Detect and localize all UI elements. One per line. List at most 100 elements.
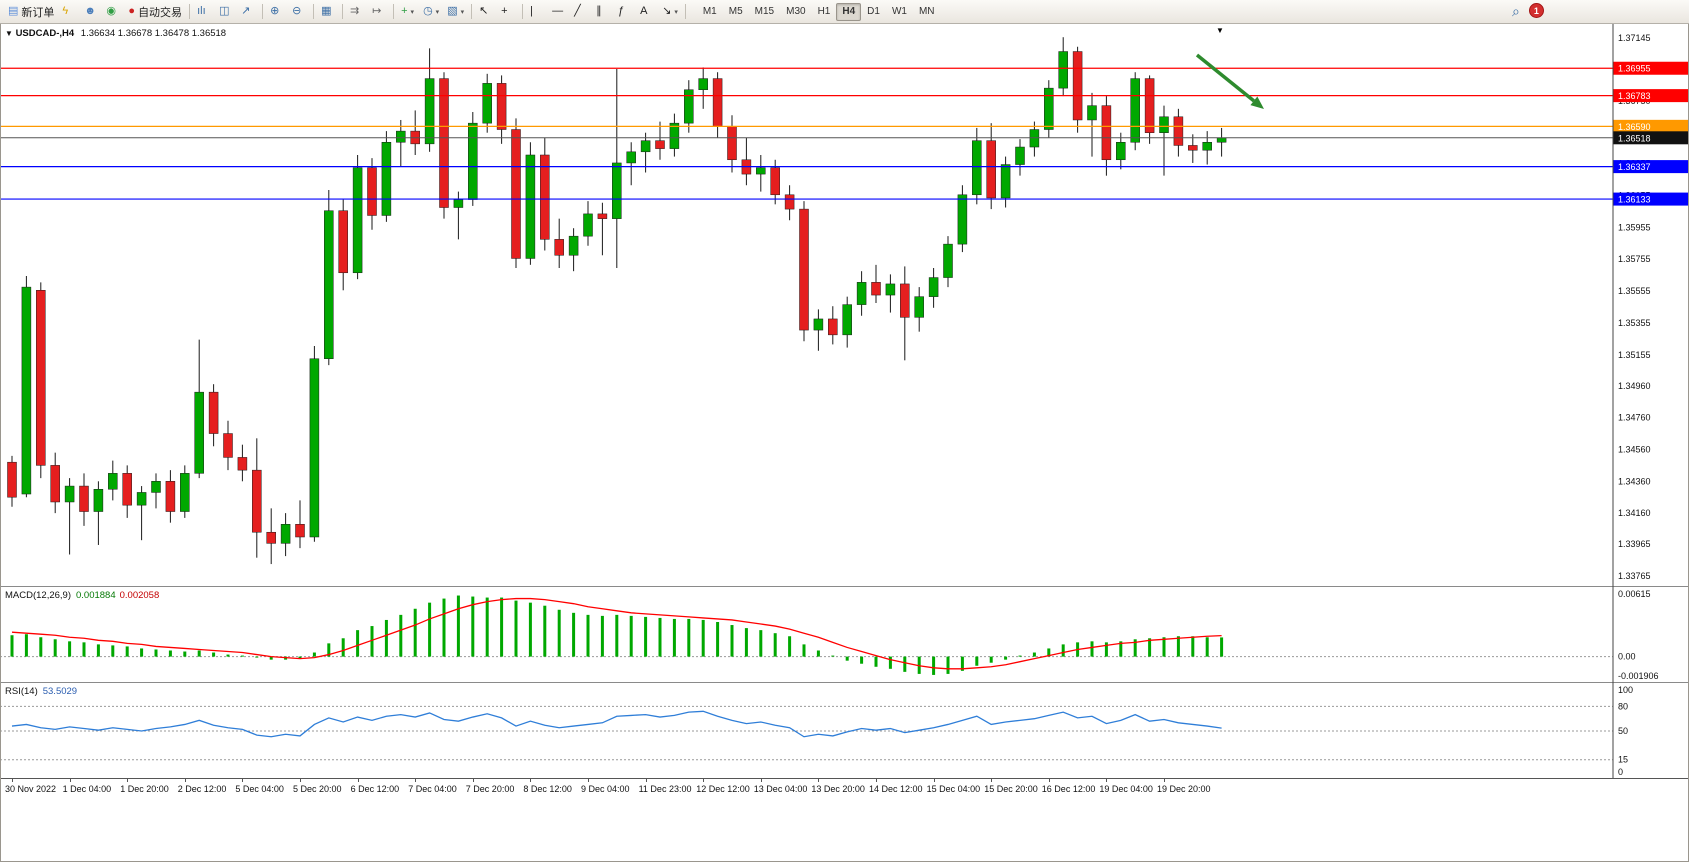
charts-quote-button[interactable]: ϟ — [58, 2, 80, 22]
candle-up — [568, 235, 579, 256]
svg-text:1.37145: 1.37145 — [1618, 33, 1651, 43]
candle-up — [943, 243, 953, 278]
svg-text:1.35955: 1.35955 — [1618, 222, 1651, 232]
new-chart-button[interactable]: + ▾ — [397, 2, 419, 22]
time-axis[interactable]: 30 Nov 2022 1 Dec 04:00 1 Dec 20:00 2 Dec 1… — [0, 778, 1689, 800]
text-tool-button[interactable]: A — [636, 2, 658, 22]
macd-histogram-bar — [399, 614, 403, 657]
cursor-button[interactable]: ↖ — [475, 2, 497, 22]
chart-shift-button[interactable]: ↦ — [368, 2, 390, 22]
templates-icon: ▧ — [447, 5, 458, 17]
toolbar-separator — [189, 4, 191, 19]
chart-window[interactable]: 1.371451.369451.367501.365501.363551.361… — [0, 24, 1689, 862]
collapse-icon[interactable]: ▼ — [5, 29, 13, 38]
svg-text:50: 50 — [1618, 726, 1628, 736]
time-tick — [991, 779, 993, 782]
auto-scroll-button[interactable]: ⇉ — [346, 2, 368, 22]
candlestick-chart-button[interactable]: ◫ — [215, 2, 237, 22]
candle-down — [338, 210, 348, 274]
candle-down — [367, 167, 377, 216]
candle-up — [684, 89, 694, 124]
price-chart[interactable]: 1.371451.369451.367501.365501.363551.361… — [0, 24, 1689, 586]
timeframe-m1-button[interactable]: M1 — [697, 3, 723, 21]
timeframe-m15-button[interactable]: M15 — [749, 3, 780, 21]
profiles-button[interactable]: ◷ ▾ — [419, 2, 443, 22]
timeframe-w1-button[interactable]: W1 — [886, 3, 913, 21]
trend-arrow-annotation[interactable] — [1195, 53, 1255, 103]
search-icon[interactable]: ⌕ — [1512, 2, 1520, 19]
svg-text:1.36955: 1.36955 — [1618, 64, 1651, 74]
chart-title: ▼ USDCAD-,H4 1.36634 1.36678 1.36478 1.3… — [5, 28, 226, 39]
macd-histogram-bar — [384, 619, 388, 657]
arrow-objects-icon: ↘ — [662, 5, 672, 17]
macd-histogram-bar — [716, 621, 720, 657]
equidistant-channel-button[interactable]: ∥ — [592, 2, 614, 22]
horizontal-line-button[interactable]: — — [548, 2, 570, 22]
macd-histogram-bar — [1032, 652, 1036, 657]
macd-histogram-bar — [672, 618, 676, 657]
market-watch-button[interactable]: ◉ — [102, 2, 124, 22]
toolbar-separator — [522, 4, 524, 19]
bar-chart-button[interactable]: ılı — [193, 2, 215, 22]
fibonacci-button[interactable]: ƒ — [614, 2, 636, 22]
timeframe-m5-button[interactable]: M5 — [723, 3, 749, 21]
macd-histogram-bar — [212, 652, 216, 657]
timeframe-m30-button[interactable]: M30 — [780, 3, 811, 21]
candle-up — [194, 391, 204, 474]
macd-panel[interactable]: 0.00615 0.00 -0.001906 — [0, 586, 1689, 682]
macd-histogram-bar — [759, 630, 763, 657]
timeframe-h4-button[interactable]: H4 — [836, 2, 862, 21]
new-order-button[interactable]: ▤ 新订单 — [4, 2, 58, 22]
rsi-panel[interactable]: 100 80 50 15 0 — [0, 682, 1689, 778]
candle-down — [1144, 78, 1155, 133]
macd-histogram-bar — [960, 656, 964, 671]
macd-histogram-bar — [744, 628, 748, 657]
auto-trading-button[interactable]: ● 自动交易 — [124, 2, 186, 22]
macd-histogram-bar — [1047, 648, 1051, 657]
svg-text:15: 15 — [1618, 755, 1628, 765]
auto-scroll-icon: ⇉ — [350, 5, 360, 17]
symbol-period-label: USDCAD-,H4 — [15, 28, 75, 39]
macd-histogram-bar — [946, 656, 950, 674]
macd-histogram-bar — [1176, 636, 1180, 657]
line-chart-icon: ↗ — [241, 5, 251, 17]
templates-button[interactable]: ▧ ▾ — [443, 2, 468, 22]
ohlc-readout: 1.36634 1.36678 1.36478 1.36518 — [80, 28, 227, 39]
time-label: 1 Dec 20:00 — [120, 784, 169, 794]
macd-histogram-bar — [341, 638, 345, 657]
candle-up — [1130, 78, 1140, 143]
timeframe-h1-button[interactable]: H1 — [812, 3, 837, 21]
chevron-down-icon: ▾ — [435, 8, 440, 16]
macd-histogram-bar — [413, 608, 417, 657]
candle-down — [208, 391, 219, 434]
notification-badge[interactable]: 1 — [1528, 3, 1544, 18]
chart-shift-marker-icon[interactable]: ▼ — [1216, 26, 1224, 35]
macd-histogram-bar — [197, 650, 201, 657]
line-chart-button[interactable]: ↗ — [237, 2, 259, 22]
vertical-line-button[interactable]: | — [526, 2, 548, 22]
zoom-in-button[interactable]: ⊕ — [266, 2, 288, 22]
tile-windows-button[interactable]: ▦ — [317, 2, 339, 22]
candle-down — [496, 83, 507, 130]
arrow-objects-button[interactable]: ↘ ▾ — [658, 2, 682, 22]
time-tick — [127, 779, 129, 782]
timeframe-mn-button[interactable]: MN — [913, 3, 941, 21]
candle-down — [799, 208, 809, 331]
candle-down — [828, 318, 838, 336]
crosshair-button[interactable]: + — [497, 2, 519, 22]
candle-up — [280, 524, 291, 544]
candle-down — [1101, 105, 1112, 161]
timeframe-d1-button[interactable]: D1 — [861, 3, 886, 21]
macd-histogram-bar — [615, 614, 619, 657]
macd-main-value: 0.001884 — [76, 590, 116, 601]
trendline-button[interactable]: ╱ — [570, 2, 592, 22]
time-tick — [530, 779, 532, 782]
macd-histogram-bar — [701, 619, 705, 657]
rsi-line — [11, 710, 1222, 738]
macd-histogram-bar — [96, 644, 100, 657]
macd-signal-line — [11, 597, 1222, 670]
zoom-out-button[interactable]: ⊖ — [288, 2, 310, 22]
svg-text:0: 0 — [1618, 767, 1623, 777]
profile-button[interactable]: ☻ — [80, 2, 102, 22]
